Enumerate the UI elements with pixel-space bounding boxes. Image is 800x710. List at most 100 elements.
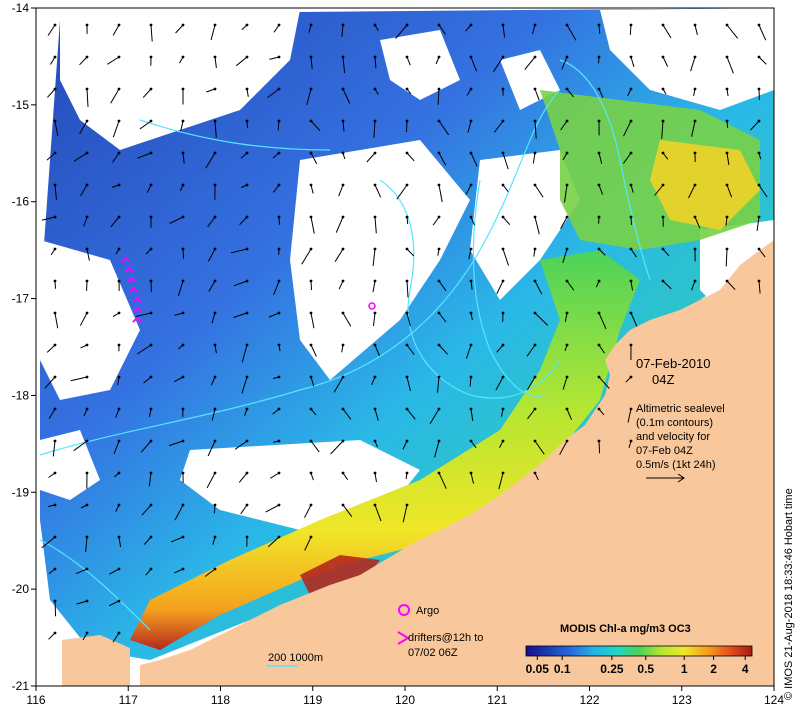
velocity-arrow	[468, 248, 472, 260]
velocity-arrow-origin	[149, 503, 153, 507]
velocity-arrow	[630, 280, 633, 291]
velocity-arrow-origin	[181, 215, 185, 219]
velocity-arrow-origin	[149, 407, 153, 411]
velocity-arrow	[749, 120, 760, 131]
velocity-arrow	[438, 184, 443, 203]
velocity-arrow	[630, 248, 638, 258]
velocity-arrow	[44, 376, 56, 389]
velocity-arrow-origin	[149, 279, 153, 283]
velocity-arrow	[627, 408, 632, 423]
velocity-arrow	[115, 408, 120, 418]
velocity-arrow-origin	[693, 119, 697, 123]
y-tick-label: -21	[12, 679, 30, 693]
velocity-arrow-origin	[149, 439, 153, 443]
sealevel-contours	[39, 59, 651, 631]
velocity-arrow	[395, 24, 408, 39]
velocity-arrow-origin	[405, 279, 409, 283]
velocity-arrow	[54, 184, 57, 200]
velocity-arrow	[406, 152, 415, 162]
velocity-arrow	[214, 56, 217, 68]
velocity-arrow	[470, 408, 474, 421]
velocity-arrow	[598, 440, 601, 454]
velocity-arrow	[210, 376, 216, 386]
velocity-arrow-origin	[149, 375, 153, 379]
velocity-arrow-origin	[469, 375, 473, 379]
velocity-arrow	[265, 504, 280, 513]
velocity-arrow-origin	[405, 439, 409, 443]
velocity-arrow	[54, 600, 57, 617]
velocity-arrow-origin	[341, 439, 345, 443]
velocity-arrow-origin	[501, 311, 505, 315]
velocity-arrow	[566, 88, 574, 98]
velocity-arrow	[725, 216, 728, 226]
velocity-arrow	[526, 344, 536, 357]
velocity-arrow-origin	[757, 55, 761, 59]
velocity-arrow-origin	[117, 23, 121, 27]
velocity-arrow	[306, 88, 312, 106]
velocity-arrow	[688, 184, 696, 199]
velocity-arrow	[173, 376, 184, 383]
colorbar-tick-label: 0.25	[600, 662, 624, 676]
velocity-arrow-origin	[213, 119, 217, 123]
y-tick-label: -15	[12, 98, 30, 112]
velocity-arrow	[630, 312, 638, 327]
velocity-arrow	[342, 88, 351, 104]
velocity-arrow-origin	[629, 375, 633, 379]
velocity-arrow-origin	[501, 215, 505, 219]
velocity-arrow-origin	[469, 87, 473, 91]
velocity-arrow	[137, 152, 152, 159]
velocity-arrow	[48, 632, 56, 640]
velocity-arrow	[310, 280, 312, 291]
velocity-arrow-origin	[373, 119, 377, 123]
velocity-arrow-origin	[501, 343, 505, 347]
velocity-arrow-origin	[85, 87, 89, 91]
time-label: 04Z	[652, 372, 674, 387]
velocity-arrow-origin	[565, 183, 569, 187]
velocity-arrow	[623, 120, 632, 137]
velocity-arrow-origin	[693, 279, 697, 283]
velocity-arrow	[534, 440, 545, 455]
velocity-arrow	[758, 248, 766, 258]
velocity-arrow	[268, 312, 280, 318]
x-tick-label: 116	[26, 693, 45, 707]
velocity-arrow-origin	[565, 343, 569, 347]
velocity-arrow-origin	[725, 183, 729, 187]
velocity-arrow-origin	[117, 407, 121, 411]
velocity-arrow-origin	[277, 279, 281, 283]
velocity-arrow	[374, 216, 377, 234]
velocity-arrow	[174, 568, 184, 574]
velocity-arrow-origin	[373, 407, 377, 411]
velocity-arrow-origin	[85, 471, 89, 475]
velocity-arrow-origin	[117, 87, 121, 91]
velocity-arrow	[310, 312, 315, 329]
velocity-arrow	[465, 344, 472, 359]
velocity-arrow	[406, 376, 411, 392]
velocity-arrow	[49, 56, 56, 65]
velocity-arrow	[73, 152, 88, 162]
velocity-arrow-origin	[213, 503, 217, 507]
velocity-arrow-origin	[597, 375, 601, 379]
velocity-arrow-origin	[405, 87, 409, 91]
x-tick-label: 124	[764, 693, 784, 707]
velocity-arrow-origin	[565, 119, 569, 123]
velocity-arrow	[182, 152, 185, 164]
velocity-arrow-origin	[309, 471, 313, 475]
velocity-arrow-origin	[469, 247, 473, 251]
velocity-arrow	[406, 120, 408, 133]
velocity-arrow-origin	[245, 471, 249, 475]
velocity-arrow-origin	[661, 247, 665, 251]
velocity-arrow-origin	[149, 471, 153, 475]
velocity-arrow-origin	[629, 55, 633, 59]
velocity-arrow	[629, 24, 632, 35]
velocity-arrow	[470, 56, 477, 72]
velocity-arrow-origin	[341, 311, 345, 315]
velocity-arrow-origin	[213, 567, 217, 571]
velocity-arrow	[725, 248, 728, 267]
y-axis: -14 -15 -16 -17 -18 -19 -20 -21	[12, 1, 36, 693]
velocity-arrow-origin	[53, 599, 57, 603]
velocity-arrow-origin	[405, 247, 409, 251]
velocity-arrow-origin	[53, 247, 57, 251]
velocity-arrow-origin	[725, 55, 729, 59]
velocity-arrow-origin	[53, 119, 57, 123]
